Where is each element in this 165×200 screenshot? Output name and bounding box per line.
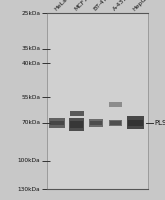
Bar xyxy=(90,121,102,125)
Bar xyxy=(110,121,121,125)
Bar xyxy=(89,119,103,127)
Bar xyxy=(128,120,143,126)
Text: 35kDa: 35kDa xyxy=(21,46,40,51)
Bar xyxy=(49,118,65,128)
Bar xyxy=(69,118,84,131)
Text: 130kDa: 130kDa xyxy=(18,187,40,192)
Text: PLS3: PLS3 xyxy=(154,120,165,126)
Bar xyxy=(70,111,84,116)
Bar xyxy=(109,120,122,126)
Bar xyxy=(109,102,122,107)
Bar xyxy=(47,13,148,189)
Text: HeLa: HeLa xyxy=(53,0,68,12)
Text: A-431: A-431 xyxy=(112,0,128,12)
Text: 25kDa: 25kDa xyxy=(21,11,40,16)
Text: 55kDa: 55kDa xyxy=(21,95,40,100)
Text: MCF7: MCF7 xyxy=(73,0,89,12)
Bar xyxy=(127,116,144,129)
Text: BT-474: BT-474 xyxy=(93,0,111,12)
Text: 100kDa: 100kDa xyxy=(18,158,40,163)
Text: 40kDa: 40kDa xyxy=(21,61,40,66)
Text: HepG2: HepG2 xyxy=(132,0,150,12)
Bar xyxy=(70,121,83,128)
Bar xyxy=(50,121,64,125)
Text: 70kDa: 70kDa xyxy=(21,120,40,125)
